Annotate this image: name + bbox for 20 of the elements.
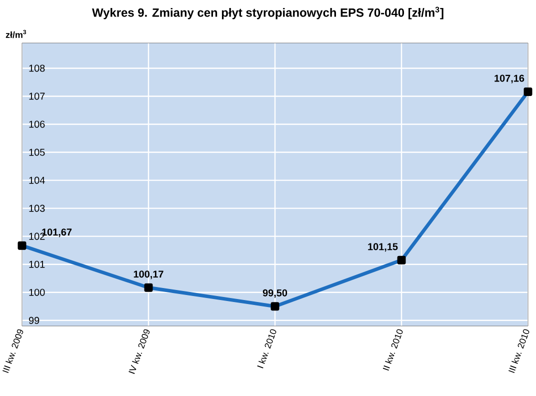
y-tick-label: 105	[29, 148, 45, 156]
x-tick-label: II kw. 2010	[382, 329, 403, 371]
data-label: 107,16	[494, 74, 524, 84]
y-tick-label: 100	[29, 288, 45, 296]
x-tick-label: I kw. 2010	[257, 329, 276, 368]
data-label: 99,50	[262, 289, 288, 298]
chart-title: Wykres 9. Zmiany cen płyt styropianowych EPS 70-040 [zł/m$^{3}$]	[92, 6, 444, 20]
y-tick-label: 107	[29, 92, 45, 100]
data-label: 100,17	[134, 270, 164, 280]
y-tick-label: 99	[28, 316, 40, 324]
y-tick-label: 108	[29, 64, 45, 72]
y-axis-title: zł/m$^{3}$	[6, 30, 26, 38]
data-label: 101,15	[368, 243, 398, 252]
x-tick-label: IV kw. 2009	[128, 329, 150, 374]
y-tick-label: 106	[29, 120, 45, 128]
y-tick-label: 103	[29, 204, 45, 212]
x-tick-label: III kw. 2009	[2, 329, 24, 374]
y-tick-label: 101	[29, 260, 45, 268]
x-tick-label: III kw. 2010	[508, 329, 530, 374]
y-tick-label: 104	[29, 176, 45, 184]
